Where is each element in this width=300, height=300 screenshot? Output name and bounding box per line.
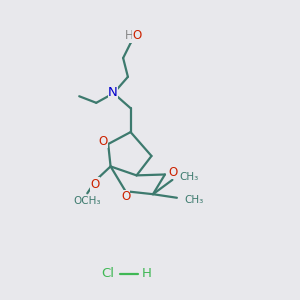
Text: Cl: Cl <box>102 267 115 280</box>
Text: O: O <box>169 166 178 178</box>
Text: H: H <box>125 29 134 42</box>
Text: O: O <box>90 178 100 190</box>
Text: O: O <box>132 29 142 42</box>
Text: O: O <box>98 134 107 148</box>
Text: CH₃: CH₃ <box>184 195 204 205</box>
Text: OCH₃: OCH₃ <box>73 196 100 206</box>
Text: O: O <box>121 190 130 203</box>
Text: CH₃: CH₃ <box>180 172 199 182</box>
Text: N: N <box>108 86 118 99</box>
Text: H: H <box>142 267 152 280</box>
